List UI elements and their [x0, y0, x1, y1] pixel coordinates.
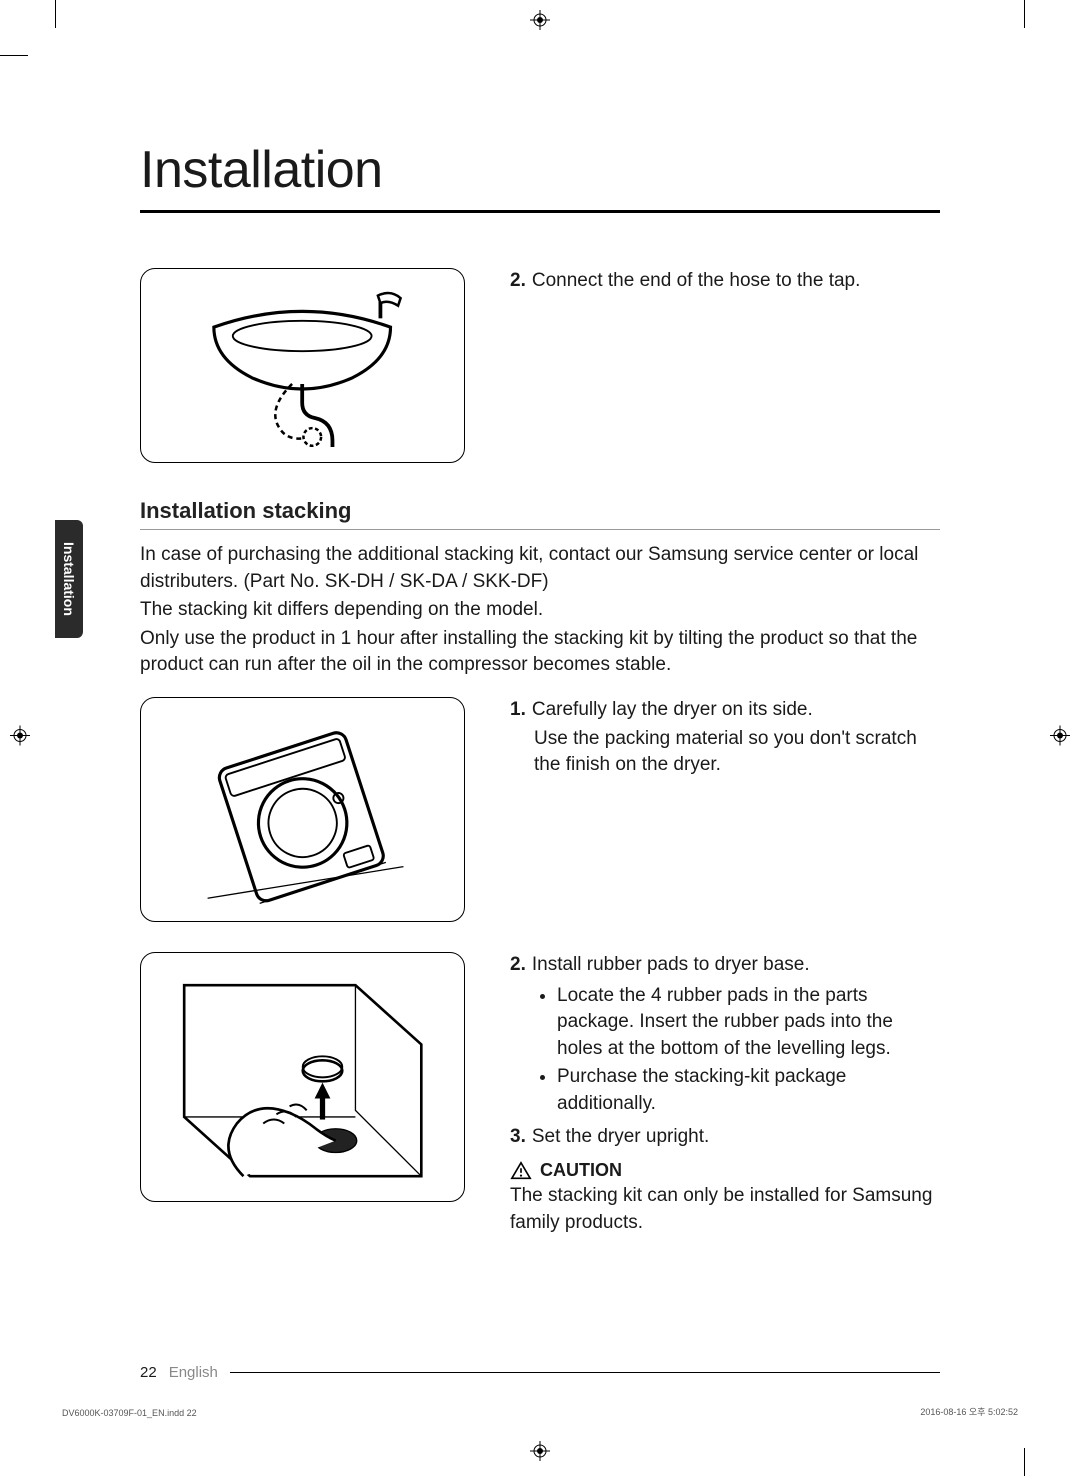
crop-mark	[1024, 0, 1025, 28]
crop-mark	[1024, 1448, 1025, 1476]
footer-rule	[230, 1372, 940, 1373]
page-title: Installation	[140, 140, 940, 213]
figure-dryer-side	[140, 697, 465, 922]
step-number: 1.	[510, 699, 526, 720]
bullet-item: Locate the 4 rubber pads in the parts pa…	[557, 983, 940, 1063]
step-body: Install rubber pads to dryer base.	[532, 954, 810, 975]
step-row: 2. Install rubber pads to dryer base. Loc…	[140, 952, 940, 1239]
step-number: 2.	[510, 954, 526, 975]
body-paragraph: Only use the product in 1 hour after ins…	[140, 626, 940, 679]
print-meta-filename: DV6000K-03709F-01_EN.indd 22	[62, 1408, 197, 1418]
step-text: 1. Carefully lay the dryer on its side. U…	[510, 697, 940, 922]
crop-mark	[55, 0, 56, 28]
registration-mark-icon	[530, 1441, 550, 1466]
registration-mark-icon	[1050, 726, 1070, 751]
step-body: Carefully lay the dryer on its side.	[532, 699, 813, 720]
footer-language: English	[169, 1364, 218, 1381]
figure-rubber-pad	[140, 952, 465, 1202]
crop-mark	[0, 55, 28, 56]
step-body: Connect the end of the hose to the tap.	[532, 270, 861, 291]
step-text: 2. Connect the end of the hose to the tap…	[510, 268, 940, 463]
page-content: Installation 2. Connect the end of the ho…	[55, 55, 1025, 1421]
page-number: 22	[140, 1364, 157, 1381]
bullet-item: Purchase the stacking-kit package additi…	[557, 1064, 940, 1117]
step-number: 3.	[510, 1126, 526, 1147]
step-number: 2.	[510, 270, 526, 291]
step-row: 1. Carefully lay the dryer on its side. U…	[140, 697, 940, 922]
caution-heading: CAUTION	[510, 1158, 940, 1183]
step-body: Use the packing material so you don't sc…	[534, 726, 940, 779]
caution-text: The stacking kit can only be installed f…	[510, 1183, 940, 1236]
caution-label: CAUTION	[540, 1158, 622, 1183]
step-text: 2. Install rubber pads to dryer base. Loc…	[510, 952, 940, 1239]
print-meta-timestamp: 2016-08-16 오후 5:02:52	[920, 1405, 1018, 1418]
step-row: 2. Connect the end of the hose to the tap…	[140, 268, 940, 463]
section-heading: Installation stacking	[140, 498, 940, 530]
page-footer: 22 English	[140, 1364, 940, 1381]
registration-mark-icon	[10, 726, 30, 751]
body-paragraph: The stacking kit differs depending on th…	[140, 597, 940, 624]
registration-mark-icon	[530, 10, 550, 35]
body-paragraph: In case of purchasing the additional sta…	[140, 542, 940, 595]
step-body: Set the dryer upright.	[532, 1126, 709, 1147]
warning-icon	[510, 1160, 532, 1182]
figure-sink-hose	[140, 268, 465, 463]
